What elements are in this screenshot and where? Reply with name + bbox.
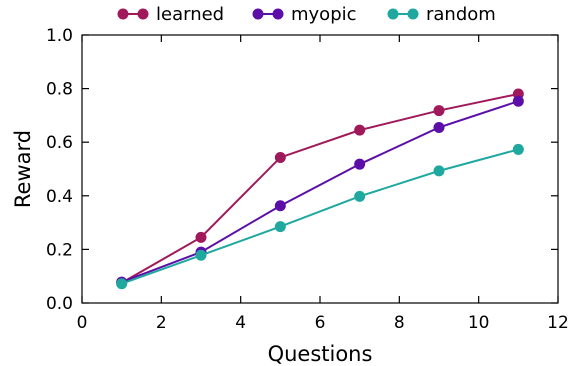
y-tick-label: 0.4 — [46, 187, 73, 207]
y-axis: 0.0 0.2 0.4 0.6 0.8 1.0 — [46, 26, 558, 314]
series-line-random — [121, 148, 519, 285]
x-axis-label: Questions — [268, 342, 373, 366]
data-point-random — [195, 249, 207, 261]
data-point-myopic — [354, 158, 366, 170]
series-random — [116, 143, 524, 290]
legend-item-myopic: myopic — [252, 4, 357, 25]
y-tick-label: 0.2 — [46, 240, 73, 260]
data-point-random — [512, 143, 524, 155]
data-point-learned — [433, 105, 445, 117]
series-layer — [116, 88, 524, 290]
legend-swatch-marker — [137, 8, 149, 20]
legend-label-random: random — [426, 4, 496, 25]
series-line-myopic — [121, 100, 519, 284]
legend-swatch-marker — [272, 8, 284, 20]
y-axis-label: Reward — [11, 130, 35, 208]
plot-area-frame — [81, 34, 559, 304]
data-point-learned — [274, 151, 286, 163]
legend-item-learned: learned — [117, 4, 224, 25]
series-learned — [116, 88, 524, 289]
legend-swatch-marker — [252, 8, 264, 20]
legend-item-random: random — [387, 4, 496, 25]
data-point-myopic — [512, 95, 524, 107]
legend-label-myopic: myopic — [291, 4, 357, 25]
legend-swatch-marker — [407, 8, 419, 20]
x-tick-label: 0 — [77, 313, 88, 333]
data-point-random — [433, 165, 445, 177]
x-axis: 0 2 4 6 8 10 12 — [77, 35, 569, 333]
x-tick-label: 8 — [394, 313, 405, 333]
x-tick-label: 10 — [468, 313, 490, 333]
data-point-random — [354, 190, 366, 202]
legend-swatch-marker — [117, 8, 129, 20]
data-point-learned — [354, 124, 366, 136]
legend-label-learned: learned — [156, 4, 224, 25]
data-point-random — [116, 278, 128, 290]
data-point-random — [274, 221, 286, 233]
x-tick-label: 2 — [156, 313, 167, 333]
y-tick-label: 1.0 — [46, 26, 73, 46]
y-tick-label: 0.0 — [46, 294, 73, 314]
y-tick-label: 0.6 — [46, 133, 73, 153]
y-tick-label: 0.8 — [46, 80, 73, 100]
series-myopic — [116, 95, 524, 288]
x-tick-label: 4 — [235, 313, 246, 333]
data-point-myopic — [433, 121, 445, 133]
x-tick-label: 12 — [547, 313, 569, 333]
data-point-learned — [195, 231, 207, 243]
series-line-learned — [121, 92, 519, 284]
legend: learned myopic random — [117, 4, 496, 25]
data-point-myopic — [274, 200, 286, 212]
x-tick-label: 6 — [315, 313, 326, 333]
legend-swatch-marker — [387, 8, 399, 20]
